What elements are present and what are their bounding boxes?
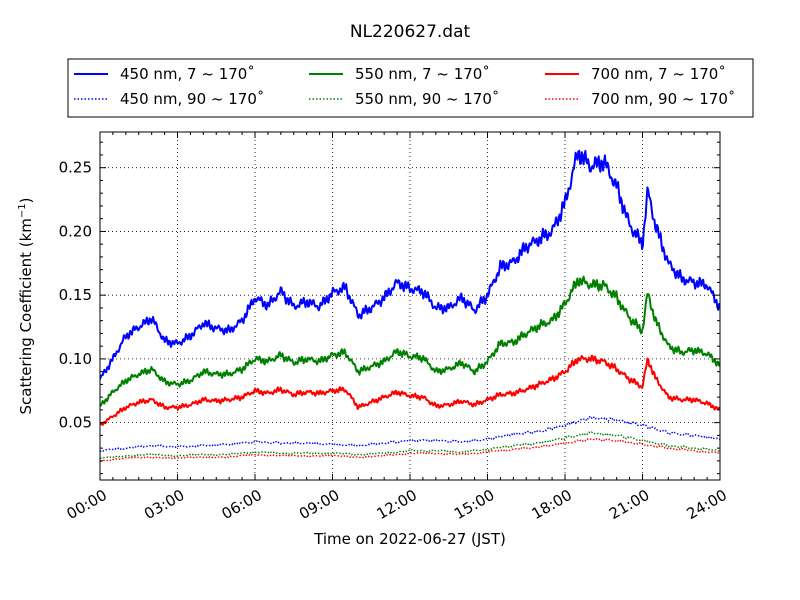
y-axis-label-main: Scattering Coefficient (km: [17, 218, 35, 414]
legend-frame: [67, 58, 754, 118]
y-tick-label: 0.25: [59, 159, 92, 177]
legend-label: 450 nm, 90 ~ 170˚: [120, 90, 264, 108]
y-tick-label: 0.05: [59, 414, 92, 432]
series-line-1: [100, 149, 720, 380]
chart-title: NL220627.dat: [350, 22, 471, 42]
y-tick-label: 0.15: [59, 286, 92, 304]
y-tick-label: 0.10: [59, 350, 92, 368]
legend-label: 550 nm, 7 ~ 170˚: [355, 65, 490, 83]
legend: 450 nm, 7 ~ 170˚ 550 nm, 7 ~ 170˚ 700 nm, …: [67, 58, 754, 118]
y-tick-label: 0.20: [59, 222, 92, 240]
legend-label: 550 nm, 90 ~ 170˚: [355, 90, 499, 108]
ticks: [99, 132, 721, 480]
y-axis-label-sup: −1: [17, 203, 28, 218]
x-axis-label: Time on 2022-06-27 (JST): [313, 530, 506, 548]
y-axis-label-close: ): [17, 197, 35, 203]
legend-items: 450 nm, 7 ~ 170˚ 550 nm, 7 ~ 170˚ 700 nm, …: [74, 65, 735, 108]
legend-label: 700 nm, 90 ~ 170˚: [591, 90, 735, 108]
series-line-6: [100, 437, 720, 462]
y-axis-label: Scattering Coefficient (km−1): [17, 197, 35, 414]
series-line-3: [100, 355, 720, 426]
series-line-4: [100, 415, 720, 453]
plot-area: [100, 132, 720, 480]
legend-label: 450 nm, 7 ~ 170˚: [120, 65, 255, 83]
series-line-2: [100, 275, 720, 407]
legend-label: 700 nm, 7 ~ 170˚: [591, 65, 726, 83]
series-layer: [100, 149, 720, 462]
